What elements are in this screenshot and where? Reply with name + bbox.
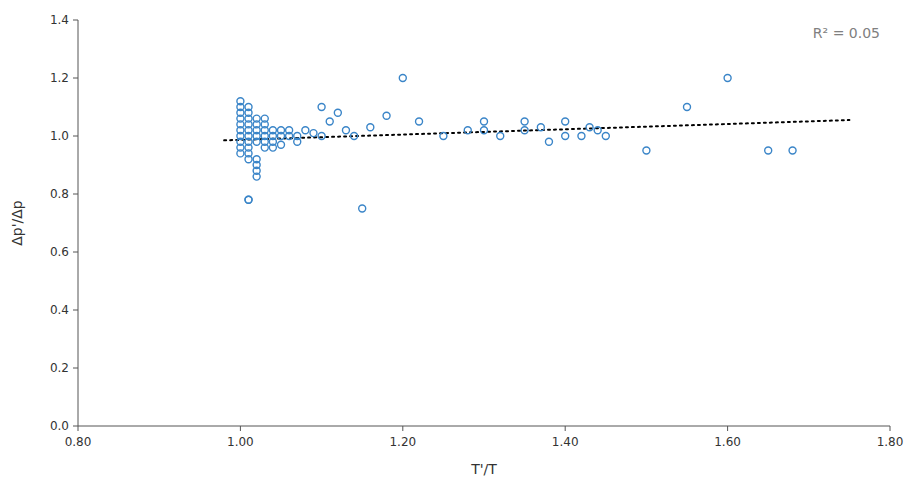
x-tick-label: 0.80	[65, 435, 92, 449]
plot-area	[224, 75, 849, 213]
scatter-point	[294, 138, 301, 145]
y-tick	[73, 368, 78, 369]
scatter-point	[286, 127, 293, 134]
scatter-point	[318, 133, 325, 140]
scatter-point	[302, 127, 309, 134]
scatter-point	[310, 130, 317, 137]
x-axis-line	[78, 426, 890, 427]
scatter-point	[521, 127, 528, 134]
x-tick-label: 1.20	[389, 435, 416, 449]
scatter-point	[351, 133, 358, 140]
scatter-point	[497, 133, 504, 140]
x-tick-label: 1.40	[552, 435, 579, 449]
x-tick	[240, 426, 241, 431]
scatter-point	[594, 127, 601, 134]
annotation: R² = 0.05	[813, 25, 880, 41]
scatter-point	[269, 127, 276, 134]
scatter-point	[245, 104, 252, 111]
x-axis-label: T'/T	[470, 461, 497, 477]
scatter-point	[318, 104, 325, 111]
scatter-point	[237, 150, 244, 157]
scatter-point	[481, 118, 488, 125]
y-tick-label: 0.0	[50, 419, 69, 433]
scatter-point	[253, 156, 260, 163]
y-tick	[73, 252, 78, 253]
y-tick	[73, 20, 78, 21]
scatter-point	[399, 75, 406, 82]
scatter-point	[253, 138, 260, 145]
scatter-point	[245, 156, 252, 163]
axes: 0.80 1.00 1.20 1.40 1.60 1.80 0.0 0.2 0.4 0.6 0.8 1…	[50, 13, 903, 449]
scatter-point	[253, 115, 260, 122]
scatter-point	[545, 138, 552, 145]
scatter-point	[481, 127, 488, 134]
scatter-point	[643, 147, 650, 154]
x-tick	[890, 426, 891, 431]
scatter-point	[326, 118, 333, 125]
y-tick-label: 0.4	[50, 303, 69, 317]
y-tick-label: 1.4	[50, 13, 69, 27]
scatter-point	[724, 75, 731, 82]
scatter-point	[278, 141, 285, 148]
scatter-point	[440, 133, 447, 140]
y-tick-label: 1.0	[50, 129, 69, 143]
x-tick-label: 1.00	[227, 435, 254, 449]
y-axis-label: Δp'/Δp	[9, 200, 25, 246]
scatter-point	[521, 118, 528, 125]
scatter-point	[359, 205, 366, 212]
scatter-point	[367, 124, 374, 131]
x-tick-label: 1.60	[714, 435, 741, 449]
y-tick-label: 0.6	[50, 245, 69, 259]
y-tick-label: 0.2	[50, 361, 69, 375]
chart: 0.80 1.00 1.20 1.40 1.60 1.80 0.0 0.2 0.4 0.6 0.8 1…	[0, 0, 914, 488]
scatter-point	[334, 109, 341, 116]
scatter-point	[586, 124, 593, 131]
scatter-point	[245, 196, 252, 203]
trend-line	[224, 120, 849, 140]
scatter-point	[416, 118, 423, 125]
scatter-point	[684, 104, 691, 111]
y-tick-label: 1.2	[50, 71, 69, 85]
scatter-point	[253, 173, 260, 180]
scatter-point	[464, 127, 471, 134]
scatter-point	[342, 127, 349, 134]
y-tick	[73, 194, 78, 195]
x-tick	[565, 426, 566, 431]
y-tick	[73, 426, 78, 427]
y-axis-line	[78, 20, 79, 426]
scatter-point	[765, 147, 772, 154]
scatter-point	[261, 144, 268, 151]
scatter-point	[578, 133, 585, 140]
y-tick	[73, 310, 78, 311]
scatter-point	[383, 112, 390, 119]
scatter-point	[269, 144, 276, 151]
x-tick-label: 1.80	[877, 435, 904, 449]
x-tick	[727, 426, 728, 431]
scatter-point	[789, 147, 796, 154]
x-tick	[78, 426, 79, 431]
scatter-point	[562, 133, 569, 140]
scatter-point	[237, 98, 244, 105]
scatter-point	[261, 115, 268, 122]
scatter-point	[537, 124, 544, 131]
y-tick	[73, 78, 78, 79]
scatter-point	[602, 133, 609, 140]
scatter-point	[562, 118, 569, 125]
scatter-point	[278, 127, 285, 134]
y-tick	[73, 136, 78, 137]
scatter-point	[245, 196, 252, 203]
y-tick-label: 0.8	[50, 187, 69, 201]
x-tick	[402, 426, 403, 431]
